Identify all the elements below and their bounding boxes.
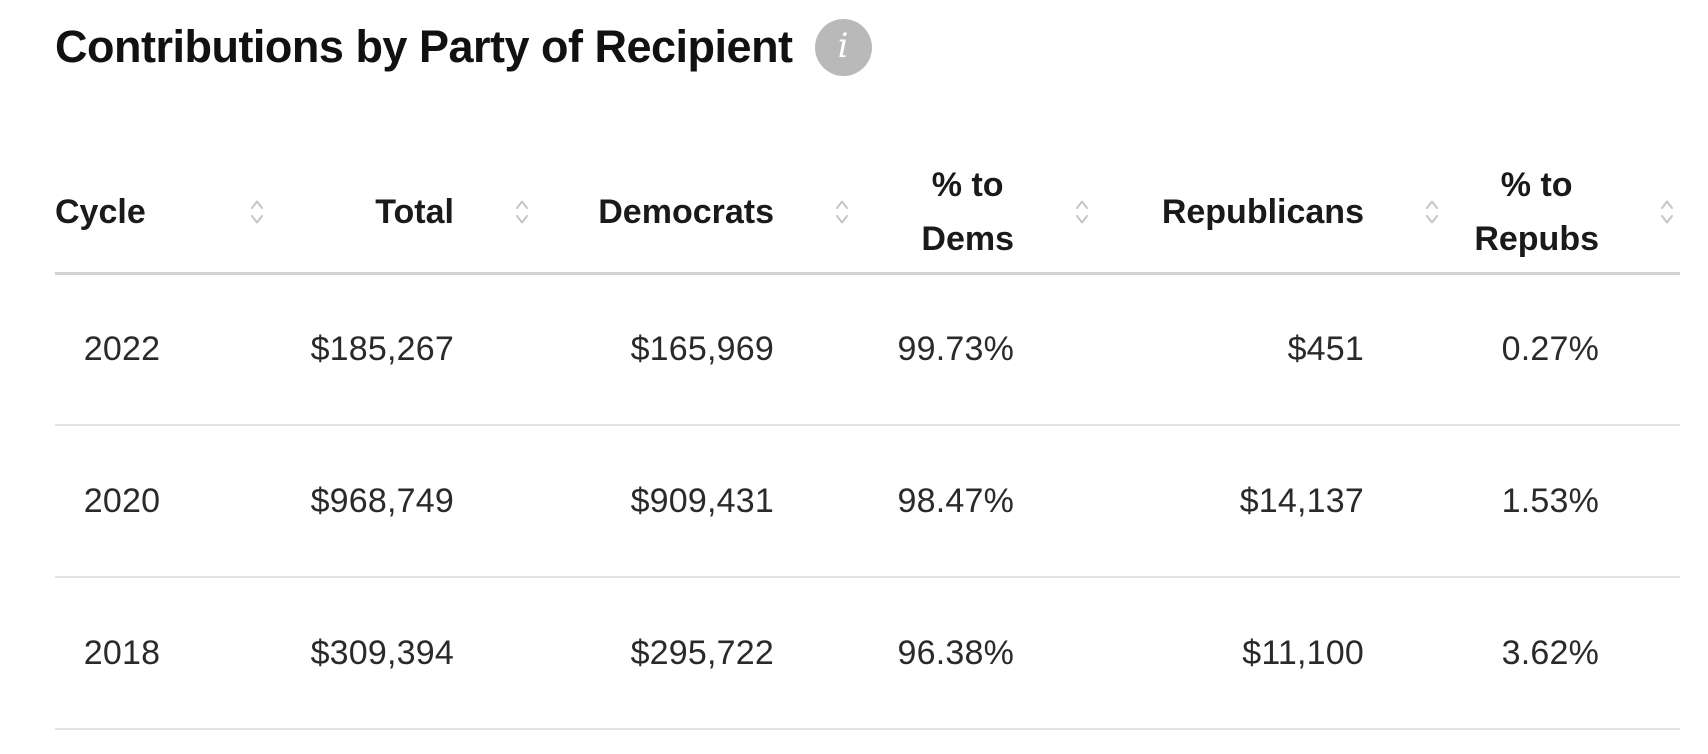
column-header-pct-to-dems: % to Dems [855, 153, 1095, 275]
section-header: Contributions by Party of Recipient i [55, 18, 1680, 76]
column-header-democrats: Democrats [535, 153, 855, 275]
info-icon[interactable]: i [814, 18, 872, 76]
cell-republicans: $11,100 [1095, 577, 1445, 730]
column-label-cycle[interactable]: Cycle [55, 193, 146, 232]
table-row: 2022 $185,267 $165,969 99.73% $451 0.27% [55, 273, 1680, 426]
sort-icon[interactable] [514, 198, 530, 226]
cell-democrats: $295,722 [535, 577, 855, 730]
sort-icon[interactable] [1659, 198, 1675, 226]
column-header-cycle: Cycle [55, 153, 270, 275]
column-label-total[interactable]: Total [375, 193, 454, 232]
cell-republicans: $451 [1095, 273, 1445, 426]
column-header-total: Total [270, 153, 535, 275]
cell-republicans: $14,137 [1095, 425, 1445, 578]
sort-icon[interactable] [1424, 198, 1440, 226]
cell-pct-dems: 99.73% [855, 273, 1095, 426]
cell-democrats: $165,969 [535, 273, 855, 426]
sort-icon[interactable] [1074, 198, 1090, 226]
cell-cycle: 2018 [55, 577, 270, 730]
cell-total: $185,267 [270, 273, 535, 426]
sort-icon[interactable] [834, 198, 850, 226]
info-icon-glyph: i [837, 26, 849, 66]
table-row: 2018 $309,394 $295,722 96.38% $11,100 3.… [55, 577, 1680, 730]
column-header-republicans: Republicans [1095, 153, 1445, 275]
cell-pct-repubs: 1.53% [1445, 425, 1680, 578]
contributions-table: Cycle Total De [55, 153, 1680, 730]
cell-cycle: 2020 [55, 425, 270, 578]
cell-pct-repubs: 3.62% [1445, 577, 1680, 730]
column-header-pct-to-repubs: % to Repubs [1445, 153, 1680, 275]
column-label-democrats[interactable]: Democrats [598, 193, 774, 232]
cell-pct-dems: 98.47% [855, 425, 1095, 578]
cell-pct-dems: 96.38% [855, 577, 1095, 730]
header-row: Cycle Total De [55, 153, 1680, 275]
cell-total: $309,394 [270, 577, 535, 730]
contributions-section: Contributions by Party of Recipient i Cy… [0, 18, 1708, 730]
cell-pct-repubs: 0.27% [1445, 273, 1680, 426]
cell-total: $968,749 [270, 425, 535, 578]
table-row: 2020 $968,749 $909,431 98.47% $14,137 1.… [55, 425, 1680, 578]
column-label-pct-to-repubs[interactable]: % to Repubs [1474, 165, 1599, 259]
sort-icon[interactable] [249, 198, 265, 226]
cell-cycle: 2022 [55, 273, 270, 426]
column-label-pct-to-dems[interactable]: % to Dems [921, 165, 1014, 259]
page-title: Contributions by Party of Recipient [55, 21, 793, 73]
column-label-republicans[interactable]: Republicans [1161, 193, 1364, 232]
cell-democrats: $909,431 [535, 425, 855, 578]
